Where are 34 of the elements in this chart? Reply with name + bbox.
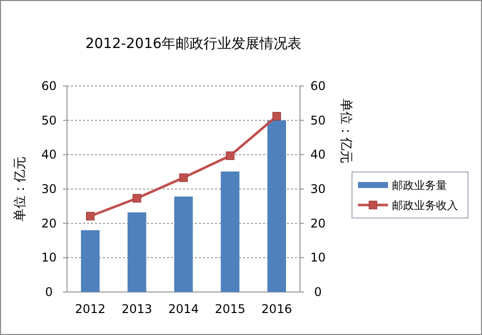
y-tick-label: 0 xyxy=(45,285,53,299)
bar xyxy=(220,171,240,292)
point xyxy=(132,194,142,203)
x-tick-label: 2012 xyxy=(75,302,106,316)
bar xyxy=(174,196,193,292)
bar xyxy=(267,120,286,292)
y-tick-label: 40 xyxy=(41,148,57,162)
legend-label: 邮政业务收入 xyxy=(392,199,458,212)
x-tick-label: 2014 xyxy=(168,302,199,316)
y2-axis-title: 单位：亿元 xyxy=(338,98,353,164)
y2-tick-label: 0 xyxy=(314,285,322,299)
y-tick-label: 10 xyxy=(41,250,57,265)
y2-tick-label: 60 xyxy=(310,79,326,93)
y2-tick-label: 10 xyxy=(310,250,326,265)
x-tick-label: 2015 xyxy=(214,302,246,316)
point xyxy=(226,151,234,160)
y2-tick-label: 20 xyxy=(310,216,326,230)
y-tick-label: 20 xyxy=(41,216,57,230)
chart-title: 2012-2016年邮政行业发展情况表 xyxy=(85,36,302,52)
x-tick-label: 2013 xyxy=(122,302,152,316)
y2-tick-label: 50 xyxy=(310,113,326,128)
legend-label: 邮政业务量 xyxy=(392,179,447,192)
bar xyxy=(128,212,146,292)
y2-tick-label: 30 xyxy=(310,182,326,196)
point xyxy=(272,112,281,120)
y-axis-title: 单位：亿元 xyxy=(13,156,28,222)
x-tick-label: 2016 xyxy=(261,302,292,316)
y2-tick-label: 40 xyxy=(310,148,326,162)
y-tick-label: 50 xyxy=(41,113,57,128)
bar xyxy=(80,230,100,292)
y-tick-label: 30 xyxy=(41,182,57,196)
y-tick-label: 60 xyxy=(41,79,57,93)
point xyxy=(179,173,188,182)
point xyxy=(86,212,95,220)
